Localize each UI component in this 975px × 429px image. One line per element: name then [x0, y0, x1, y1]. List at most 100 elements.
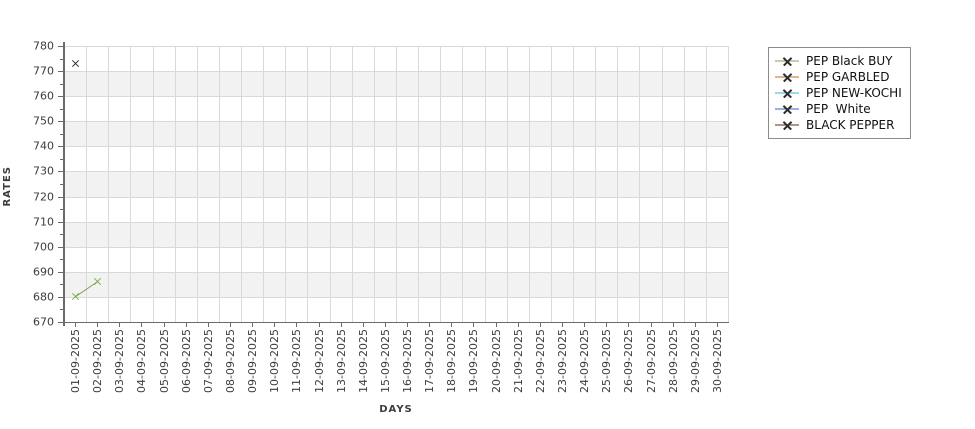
x-tick-label: 11-09-2025 [290, 329, 304, 393]
x-tick-label: 20-09-2025 [489, 329, 503, 393]
legend-marker-icon [775, 87, 799, 99]
horizontal-gridline [64, 296, 728, 298]
y-axis-line [63, 42, 65, 326]
x-tick [296, 322, 298, 327]
horizontal-gridline [64, 121, 728, 123]
x-tick-label: 01-09-2025 [69, 329, 83, 393]
x-tick [628, 322, 630, 327]
legend-item[interactable]: PEP Black BUY [775, 53, 902, 69]
vertical-gridline [374, 46, 375, 322]
vertical-gridline [352, 46, 353, 322]
vertical-gridline [573, 46, 574, 322]
y-tick-label: 770 [33, 64, 54, 78]
x-tick [207, 322, 209, 327]
legend-item[interactable]: PEP NEW-KOCHI [775, 85, 902, 101]
vertical-gridline [130, 46, 131, 322]
vertical-gridline [551, 46, 552, 322]
y-tick-minor [60, 133, 64, 135]
y-tick-minor [60, 259, 64, 261]
y-tick-label: 740 [33, 139, 54, 153]
vertical-gridline [263, 46, 264, 322]
x-tick-label: 24-09-2025 [578, 329, 592, 393]
vertical-gridline [617, 46, 618, 322]
legend-item[interactable]: PEP White [775, 101, 902, 117]
horizontal-gridline [64, 246, 728, 248]
x-tick [584, 322, 586, 327]
x-tick [407, 322, 409, 327]
legend-item-label: PEP GARBLED [806, 70, 890, 84]
x-tick-label: 25-09-2025 [600, 329, 614, 393]
x-tick-label: 09-09-2025 [246, 329, 260, 393]
legend-item-label: PEP White [806, 102, 871, 116]
vertical-gridline [307, 46, 308, 322]
horizontal-gridline [64, 196, 728, 198]
y-tick [58, 246, 64, 248]
legend-item-label: BLACK PEPPER [806, 118, 895, 132]
y-tick [58, 296, 64, 298]
x-tick-label: 18-09-2025 [445, 329, 459, 393]
vertical-gridline [440, 46, 441, 322]
x-tick-label: 29-09-2025 [688, 329, 702, 393]
vertical-gridline [684, 46, 685, 322]
x-tick [650, 322, 652, 327]
x-tick-label: 13-09-2025 [334, 329, 348, 393]
vertical-gridline [396, 46, 397, 322]
x-tick-label: 28-09-2025 [666, 329, 680, 393]
legend-item[interactable]: PEP GARBLED [775, 69, 902, 85]
y-tick [58, 121, 64, 123]
x-tick [716, 322, 718, 327]
y-tick [58, 46, 64, 47]
x-tick-label: 27-09-2025 [644, 329, 658, 393]
y-tick [58, 171, 64, 173]
horizontal-gridline [64, 171, 728, 173]
horizontal-gridline [64, 221, 728, 223]
vertical-gridline [706, 46, 707, 322]
x-tick [141, 322, 143, 327]
x-tick [230, 322, 231, 327]
y-tick-label: 670 [33, 315, 54, 329]
horizontal-gridline [64, 271, 728, 273]
y-tick-minor [60, 158, 64, 160]
plot-area [58, 42, 729, 327]
y-tick-label: 720 [33, 190, 54, 204]
x-tick-label: 19-09-2025 [467, 329, 481, 393]
x-axis-title: DAYS [379, 404, 413, 415]
x-tick [252, 322, 254, 327]
x-tick-label: 17-09-2025 [423, 329, 437, 393]
x-tick [97, 322, 99, 327]
x-tick-label: 12-09-2025 [312, 329, 326, 393]
x-tick [384, 322, 386, 327]
horizontal-gridline [64, 46, 728, 47]
x-tick-label: 22-09-2025 [533, 329, 547, 393]
x-tick [517, 322, 519, 327]
x-tick-label: 03-09-2025 [113, 329, 127, 393]
legend-marker-icon [775, 55, 799, 67]
y-tick-minor [60, 209, 64, 211]
x-tick-label: 02-09-2025 [91, 329, 105, 393]
horizontal-gridline [64, 96, 728, 98]
vertical-gridline [418, 46, 419, 322]
x-tick [451, 322, 453, 327]
y-tick [58, 146, 64, 148]
vertical-gridline [219, 46, 220, 322]
vertical-gridline [507, 46, 508, 322]
x-tick [429, 322, 431, 327]
x-tick [495, 322, 497, 327]
vertical-gridline [241, 46, 242, 322]
y-tick-label: 760 [33, 89, 54, 103]
horizontal-gridline [64, 146, 728, 148]
y-tick-label: 750 [33, 114, 54, 128]
y-tick [58, 196, 64, 198]
x-tick-label: 10-09-2025 [268, 329, 282, 393]
legend-marker-icon [775, 103, 799, 115]
y-tick-label: 700 [33, 240, 54, 254]
x-tick [672, 322, 674, 327]
chart-legend[interactable]: PEP Black BUY PEP GARBLED PEP NEW-KOCHI PEP… [768, 47, 911, 139]
vertical-gridline [285, 46, 286, 322]
x-tick [340, 322, 342, 327]
y-tick [58, 221, 64, 223]
x-tick-label: 04-09-2025 [135, 329, 149, 393]
legend-item[interactable]: BLACK PEPPER [775, 117, 902, 133]
legend-item-label: PEP NEW-KOCHI [806, 86, 902, 100]
